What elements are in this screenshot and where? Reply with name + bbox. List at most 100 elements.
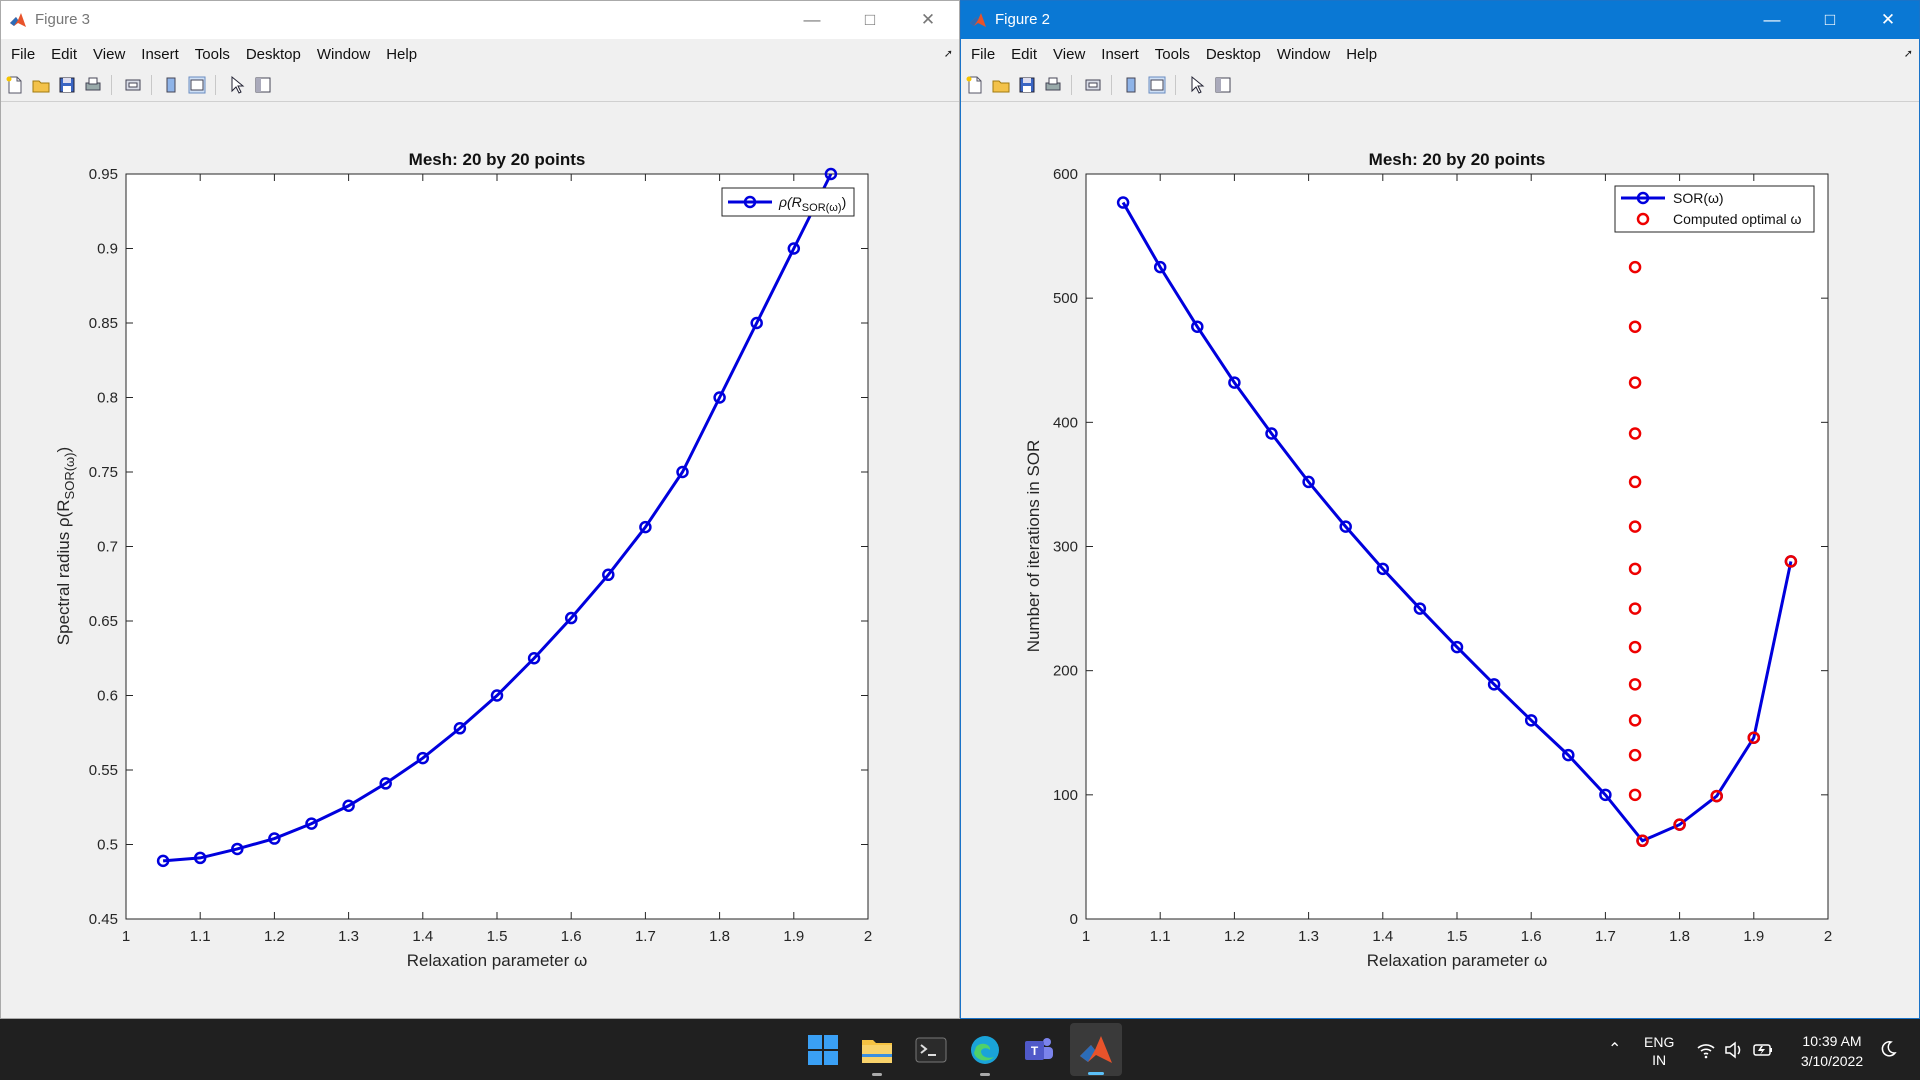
link-plot-icon[interactable]	[1083, 75, 1103, 95]
series-line	[162, 173, 833, 863]
toolbar-separator	[111, 75, 112, 95]
legend[interactable]: ρ(RSOR(ω))	[721, 187, 855, 217]
active-indicator	[1088, 1072, 1104, 1075]
save-icon[interactable]	[1017, 75, 1037, 95]
legend-box	[1614, 185, 1815, 233]
terminal-icon[interactable]	[912, 1031, 950, 1069]
volume-icon[interactable]	[1724, 1041, 1744, 1059]
new-figure-icon[interactable]	[965, 75, 985, 95]
menu-insert[interactable]: Insert	[141, 45, 179, 63]
figure-toolbar	[961, 69, 1919, 102]
series-spectral-radius	[156, 167, 838, 868]
title-bar[interactable]: Figure 3 — □ ✕	[1, 1, 959, 39]
menu-view[interactable]: View	[93, 45, 126, 63]
data-point	[1599, 788, 1612, 802]
property-inspector-icon[interactable]	[253, 75, 273, 95]
save-icon[interactable]	[57, 75, 77, 95]
data-point	[1228, 376, 1241, 389]
data-point	[1450, 640, 1464, 654]
property-inspector-icon[interactable]	[1213, 75, 1233, 95]
colorbar-icon[interactable]	[161, 75, 181, 95]
language-indicator[interactable]: ENG IN	[1644, 1033, 1674, 1069]
running-indicator	[980, 1073, 990, 1076]
legend-icon[interactable]	[1147, 75, 1167, 95]
legend[interactable]: SOR(ω) Computed optimal ω	[1614, 185, 1815, 233]
dock-arrow-icon[interactable]: ➚	[943, 48, 953, 60]
menu-file[interactable]: File	[11, 45, 36, 63]
edge-browser-icon[interactable]	[966, 1031, 1004, 1069]
teams-icon[interactable]: T	[1020, 1031, 1058, 1069]
data-point	[1562, 748, 1575, 762]
title-bar[interactable]: Figure 2 — □ ✕	[961, 1, 1919, 39]
start-icon[interactable]	[804, 1031, 842, 1069]
menu-view[interactable]: View	[1053, 45, 1086, 63]
do-not-disturb-moon-icon[interactable]	[1878, 1039, 1898, 1059]
language-code: ENG	[1644, 1034, 1675, 1050]
legend-sor-label: SOR(ω)	[1673, 190, 1724, 206]
y-tick-label: 0.6	[97, 688, 118, 705]
x-tick-label: 1.3	[338, 928, 359, 945]
print-icon[interactable]	[83, 75, 103, 95]
wifi-icon[interactable]	[1696, 1041, 1716, 1059]
optimal-omega-point	[1628, 562, 1642, 576]
data-point	[490, 689, 504, 702]
menu-edit[interactable]: Edit	[1011, 45, 1038, 63]
pointer-icon[interactable]	[1187, 75, 1207, 95]
menu-edit[interactable]: Edit	[51, 45, 78, 63]
x-tick-label: 1	[1082, 928, 1090, 945]
close-icon: ✕	[1880, 10, 1896, 29]
close-button[interactable]: ✕	[899, 1, 957, 39]
legend-icon[interactable]	[187, 75, 207, 95]
menu-help[interactable]: Help	[386, 45, 418, 63]
menu-desktop[interactable]: Desktop	[245, 45, 301, 63]
battery-icon[interactable]	[1752, 1041, 1774, 1059]
clock[interactable]: 10:39 AM 3/10/2022	[1792, 1031, 1872, 1071]
optimal-omega-point	[1628, 260, 1642, 274]
legend-optimal-marker	[1636, 212, 1650, 226]
optimal-omega-point	[1710, 789, 1723, 803]
print-icon[interactable]	[1043, 75, 1063, 95]
x-tick-label: 1.4	[1372, 928, 1393, 945]
data-point	[305, 817, 318, 830]
close-icon: ✕	[920, 10, 936, 29]
matlab-taskbar-icon[interactable]	[1077, 1031, 1115, 1069]
new-figure-icon[interactable]	[5, 75, 25, 95]
menu-desktop[interactable]: Desktop	[1205, 45, 1261, 63]
menu-window[interactable]: Window	[1276, 45, 1331, 63]
optimal-omega-point	[1628, 640, 1642, 654]
pointer-icon[interactable]	[227, 75, 247, 95]
menu-window[interactable]: Window	[316, 45, 371, 63]
close-button[interactable]: ✕	[1859, 1, 1917, 39]
y-tick-label: 600	[1053, 166, 1078, 183]
x-tick-label: 1.6	[1521, 928, 1542, 945]
minimize-button[interactable]: —	[1743, 1, 1801, 39]
menu-insert[interactable]: Insert	[1101, 45, 1139, 63]
open-file-icon[interactable]	[31, 75, 51, 95]
open-file-icon[interactable]	[991, 75, 1011, 95]
y-axis-label: Number of iterations in SOR	[1024, 440, 1043, 653]
file-explorer-icon[interactable]	[858, 1031, 896, 1069]
matlab-icon	[970, 13, 986, 27]
data-point	[824, 167, 838, 181]
maximize-button[interactable]: □	[1801, 1, 1859, 39]
menu-file[interactable]: File	[971, 45, 996, 63]
link-plot-icon[interactable]	[123, 75, 143, 95]
menu-help[interactable]: Help	[1346, 45, 1378, 63]
minimize-button[interactable]: —	[783, 1, 841, 39]
maximize-button[interactable]: □	[841, 1, 899, 39]
optimal-omega-point	[1628, 602, 1642, 615]
running-indicator	[872, 1073, 882, 1076]
dock-arrow-icon[interactable]: ➚	[1903, 48, 1913, 60]
x-tick-label: 1.9	[1743, 928, 1764, 945]
axis-ticks: 1 1.1 1.2 1.3 1.4 1.5 1.6 1.7 1.8 1.9 2 0 100 200 300 4…	[1053, 166, 1832, 945]
axis-ticks: 1 1.1 1.2 1.3 1.4 1.5 1.6 1.7 1.8 1.9 2 0.45 0.5 0.55…	[89, 166, 872, 945]
show-hidden-icons-chevron-icon[interactable]: ⌃	[1608, 1041, 1622, 1058]
y-tick-label: 0.95	[89, 166, 118, 183]
x-axis-label: Relaxation parameter ω	[1367, 951, 1548, 970]
menu-tools[interactable]: Tools	[194, 45, 230, 63]
menu-tools[interactable]: Tools	[1154, 45, 1190, 63]
y-tick-label: 400	[1053, 414, 1078, 431]
colorbar-icon[interactable]	[1121, 75, 1141, 95]
svg-text:T: T	[1031, 1044, 1039, 1058]
data-point	[379, 777, 392, 790]
